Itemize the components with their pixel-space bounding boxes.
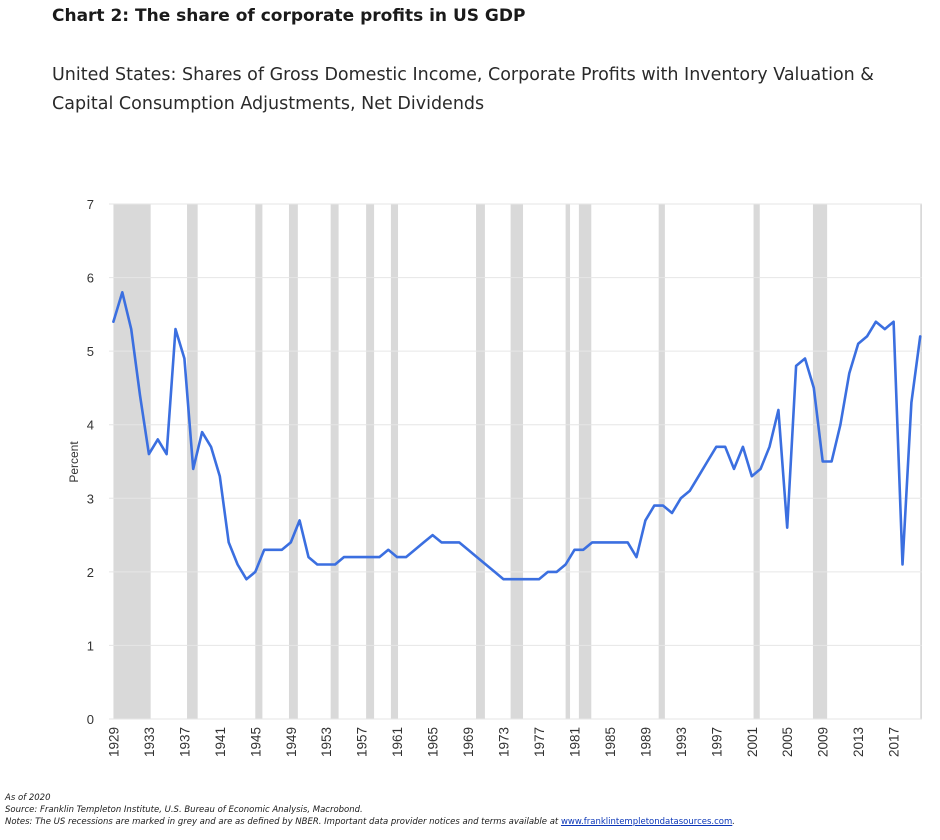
notes-line: Notes: The US recessions are marked in g… — [5, 816, 735, 828]
x-tick-label: 1965 — [426, 727, 441, 757]
x-axis-ticks: 1929 1933 1937 1941 1945 1949 1953 1957 1961 1965… — [106, 727, 901, 757]
y-tick-label: 7 — [87, 197, 94, 212]
y-tick-label: 6 — [87, 271, 94, 286]
chart-subtitle: United States: Shares of Gross Domestic … — [52, 65, 874, 114]
recession-band-12 — [753, 204, 760, 719]
x-tick-label: 1969 — [461, 727, 476, 757]
recession-band-0 — [113, 204, 151, 719]
gridlines — [109, 203, 922, 720]
x-tick-label: 2017 — [887, 727, 902, 757]
x-tick-label: 1945 — [248, 727, 263, 757]
series-line-corporate-profits — [112, 291, 922, 581]
x-tick-label: 1997 — [709, 727, 724, 757]
x-tick-label: 1973 — [497, 727, 512, 757]
line-chart: 0 1 2 3 4 5 6 7 1929 1933 1937 1941 1945 1949 1953 195… — [67, 197, 922, 757]
recession-band-9 — [565, 204, 571, 719]
recession-band-2 — [255, 204, 263, 719]
y-axis-ticks: 0 1 2 3 4 5 6 7 — [87, 197, 94, 727]
recession-band-10 — [578, 204, 592, 719]
recession-bands — [113, 204, 922, 719]
y-tick-label: 3 — [87, 491, 94, 506]
source-note: Source: Franklin Templeton Institute, U.… — [5, 805, 363, 815]
y-tick-label: 1 — [87, 638, 94, 653]
footnotes: As of 2020 Source: Franklin Templeton In… — [5, 792, 735, 828]
recession-band-14 — [920, 204, 922, 719]
x-tick-label: 1937 — [177, 727, 192, 757]
y-axis-label: Percent — [67, 441, 81, 483]
recession-note: Notes: The US recessions are marked in g… — [5, 817, 559, 827]
recession-band-6 — [390, 204, 399, 719]
link-suffix: . — [732, 817, 735, 827]
x-tick-label: 1953 — [319, 727, 334, 757]
x-tick-label: 1949 — [284, 727, 299, 757]
x-tick-label: 2005 — [780, 727, 795, 757]
recession-band-3 — [288, 204, 298, 719]
x-tick-label: 1961 — [390, 727, 405, 757]
recession-band-4 — [330, 204, 339, 719]
recession-band-8 — [510, 204, 524, 719]
data-sources-link[interactable]: www.franklintempletondatasources.com — [560, 817, 733, 827]
x-tick-label: 2001 — [745, 727, 760, 757]
x-tick-label: 1989 — [638, 727, 653, 757]
recession-band-13 — [812, 204, 828, 719]
x-tick-label: 1977 — [532, 727, 547, 757]
y-tick-label: 2 — [87, 565, 94, 580]
recession-band-11 — [658, 204, 665, 719]
x-tick-label: 1981 — [567, 727, 582, 757]
x-tick-label: 1957 — [355, 727, 370, 757]
recession-band-5 — [366, 204, 375, 719]
x-tick-label: 1929 — [106, 727, 121, 757]
y-tick-label: 0 — [87, 712, 94, 727]
x-tick-label: 1933 — [142, 727, 157, 757]
x-tick-label: 2009 — [816, 727, 831, 757]
x-tick-label: 1993 — [674, 727, 689, 757]
x-tick-label: 1985 — [603, 727, 618, 757]
page-title: Chart 2: The share of corporate profits … — [52, 6, 526, 26]
as-of-note: As of 2020 — [5, 793, 51, 803]
y-tick-label: 5 — [87, 344, 94, 359]
recession-band-7 — [476, 204, 485, 719]
x-tick-label: 2013 — [851, 727, 866, 757]
y-tick-label: 4 — [87, 418, 94, 433]
x-tick-label: 1941 — [213, 727, 228, 757]
